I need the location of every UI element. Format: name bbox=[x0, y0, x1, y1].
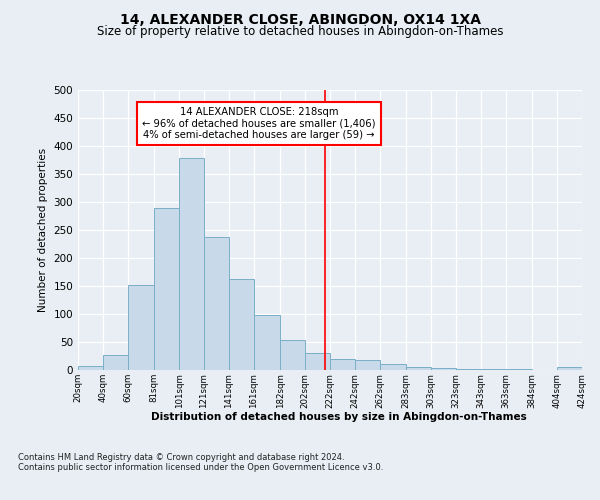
Text: Distribution of detached houses by size in Abingdon-on-Thames: Distribution of detached houses by size … bbox=[151, 412, 527, 422]
Text: Contains HM Land Registry data © Crown copyright and database right 2024.
Contai: Contains HM Land Registry data © Crown c… bbox=[18, 452, 383, 472]
Bar bbox=[79, 366, 103, 370]
Bar bbox=[305, 353, 329, 370]
Bar bbox=[229, 278, 254, 370]
Bar bbox=[280, 340, 305, 370]
Bar bbox=[154, 208, 179, 370]
Bar bbox=[406, 367, 431, 370]
Bar bbox=[254, 315, 280, 370]
Text: 14, ALEXANDER CLOSE, ABINGDON, OX14 1XA: 14, ALEXANDER CLOSE, ABINGDON, OX14 1XA bbox=[119, 12, 481, 26]
Bar bbox=[481, 369, 506, 370]
Bar bbox=[179, 158, 203, 370]
Bar bbox=[457, 369, 481, 370]
Bar bbox=[128, 285, 154, 370]
Bar bbox=[380, 364, 406, 370]
Bar bbox=[557, 367, 581, 370]
Bar bbox=[506, 369, 532, 370]
Bar bbox=[331, 359, 355, 370]
Text: Size of property relative to detached houses in Abingdon-on-Thames: Size of property relative to detached ho… bbox=[97, 25, 503, 38]
Bar bbox=[103, 355, 128, 370]
Y-axis label: Number of detached properties: Number of detached properties bbox=[38, 148, 48, 312]
Bar bbox=[431, 368, 455, 370]
Bar bbox=[355, 360, 380, 370]
Bar bbox=[205, 238, 229, 370]
Text: 14 ALEXANDER CLOSE: 218sqm
← 96% of detached houses are smaller (1,406)
4% of se: 14 ALEXANDER CLOSE: 218sqm ← 96% of deta… bbox=[142, 107, 376, 140]
